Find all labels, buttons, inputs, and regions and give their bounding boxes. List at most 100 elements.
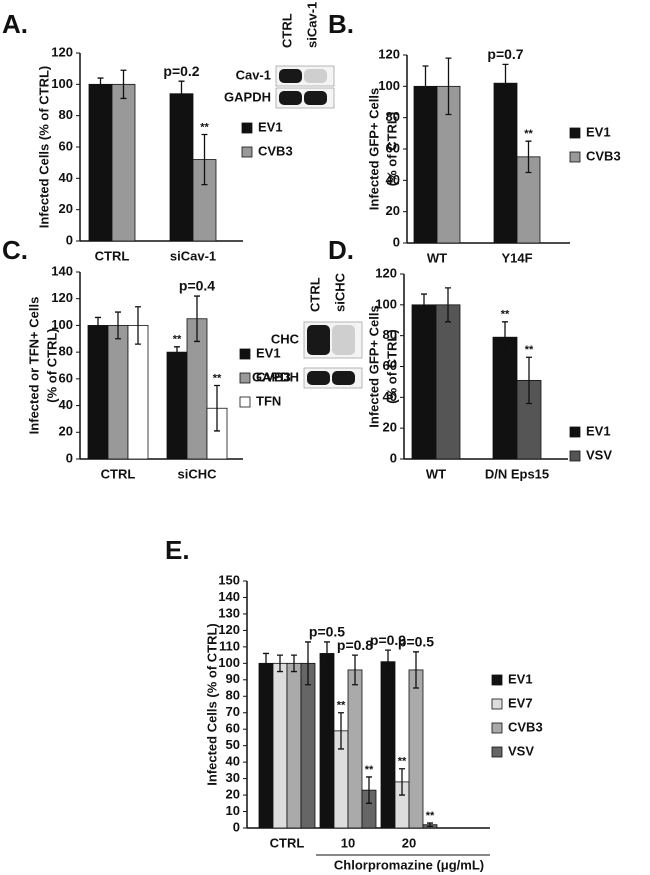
y-tick-label: 50 [226, 737, 240, 752]
error-bar [525, 140, 532, 174]
bar [169, 93, 194, 242]
blot-lane-label: siCHC [332, 272, 347, 312]
error-bar [97, 77, 104, 92]
y-tick-label: 120 [375, 265, 397, 280]
error-bar [427, 822, 433, 828]
legend-label: TFN [256, 393, 281, 408]
y-axis-label: (% of CTRL) [44, 328, 59, 402]
error-bar [135, 306, 141, 345]
significance-label: ** [365, 764, 374, 776]
y-axis-label: Infected GFP+ Cells [366, 305, 381, 427]
error-bar [115, 311, 121, 340]
significance-label: ** [337, 700, 346, 712]
legend-label: VSV [508, 743, 534, 758]
y-tick-label: 0 [233, 819, 240, 834]
bar [493, 82, 518, 244]
bar [411, 304, 437, 460]
error-bar [201, 133, 208, 186]
y-tick-label: 80 [386, 109, 400, 124]
bar [272, 662, 288, 829]
y-tick-label: 60 [226, 721, 240, 736]
legend-swatch [491, 674, 503, 686]
y-tick-label: 40 [386, 172, 400, 187]
y-tick-label: 10 [226, 803, 240, 818]
blot-band-label: GAPDH [224, 89, 271, 104]
blot-band [307, 371, 330, 385]
y-axis-label: (% of CTRL) [384, 329, 399, 403]
legend-label: EV1 [256, 345, 281, 360]
bar [88, 83, 113, 242]
x-axis-label: Chlorpromazine (μg/mL) [334, 857, 484, 872]
bar [347, 669, 363, 829]
legend-label: EV7 [508, 695, 533, 710]
bar [127, 325, 149, 460]
y-tick-label: 110 [219, 638, 240, 653]
error-bar [502, 63, 509, 103]
error-bar [445, 57, 452, 116]
legend-label: EV1 [508, 671, 533, 686]
y-tick-label: 140 [51, 263, 73, 278]
y-tick-label: 90 [226, 671, 240, 686]
legend-swatch [569, 151, 581, 163]
panel-label: E. [165, 535, 190, 565]
error-bar [324, 641, 330, 666]
p-value-label: p=0.5 [309, 624, 345, 640]
y-tick-label: 0 [66, 232, 73, 247]
bar [435, 304, 461, 460]
error-bar [305, 641, 311, 686]
y-tick-label: 40 [383, 389, 397, 404]
panel-label: C. [2, 235, 28, 265]
legend-label: CVB3 [258, 143, 293, 158]
blot-band-label: GAPDH [252, 369, 299, 384]
x-tick-label: WT [426, 466, 446, 481]
significance-label: ** [213, 372, 222, 384]
p-value-label: p=0.5 [398, 634, 434, 650]
bar [380, 661, 396, 829]
error-bar [291, 654, 297, 673]
y-tick-label: 40 [59, 170, 73, 185]
error-bar [263, 652, 269, 674]
legend-label: CVB3 [586, 148, 621, 163]
significance-label: ** [501, 309, 510, 321]
error-bar [120, 69, 127, 100]
error-bar [421, 293, 427, 317]
y-tick-label: 0 [390, 450, 397, 465]
y-tick-label: 0 [66, 450, 73, 465]
y-tick-label: 60 [383, 358, 397, 373]
x-tick-label: CTRL [101, 466, 136, 481]
error-bar [178, 80, 185, 107]
y-tick-label: 70 [226, 704, 240, 719]
y-axis-label: Infected Cells (% of CTRL) [204, 623, 219, 786]
y-tick-label: 40 [59, 397, 73, 412]
blot-band [304, 91, 327, 105]
blot-lane-label: CTRL [279, 13, 294, 48]
legend-label: EV1 [586, 124, 611, 139]
legend-swatch [239, 348, 251, 360]
error-bar [95, 316, 101, 335]
error-bar [174, 346, 180, 359]
bar [413, 85, 438, 244]
legend-swatch [491, 698, 503, 710]
legend-label: EV1 [258, 119, 283, 134]
p-value-label: p=0.7 [487, 46, 523, 62]
error-bar [366, 776, 372, 804]
legend-swatch [491, 746, 503, 758]
y-tick-label: 80 [59, 344, 73, 359]
significance-label: ** [525, 344, 534, 356]
y-axis-label: Infected Cells (% of CTRL) [36, 66, 51, 229]
significance-label: ** [173, 334, 182, 346]
y-tick-label: 20 [383, 420, 397, 435]
significance-label: ** [398, 756, 407, 768]
y-tick-label: 30 [226, 770, 240, 785]
y-tick-label: 100 [51, 317, 73, 332]
x-tick-label: CTRL [270, 835, 305, 850]
y-tick-label: 80 [59, 107, 73, 122]
bar [300, 662, 316, 829]
legend-swatch [569, 426, 581, 438]
bar [87, 325, 109, 460]
error-bar [502, 321, 508, 354]
blot-band [279, 91, 302, 105]
error-bar [277, 654, 283, 673]
error-bar [413, 651, 419, 689]
